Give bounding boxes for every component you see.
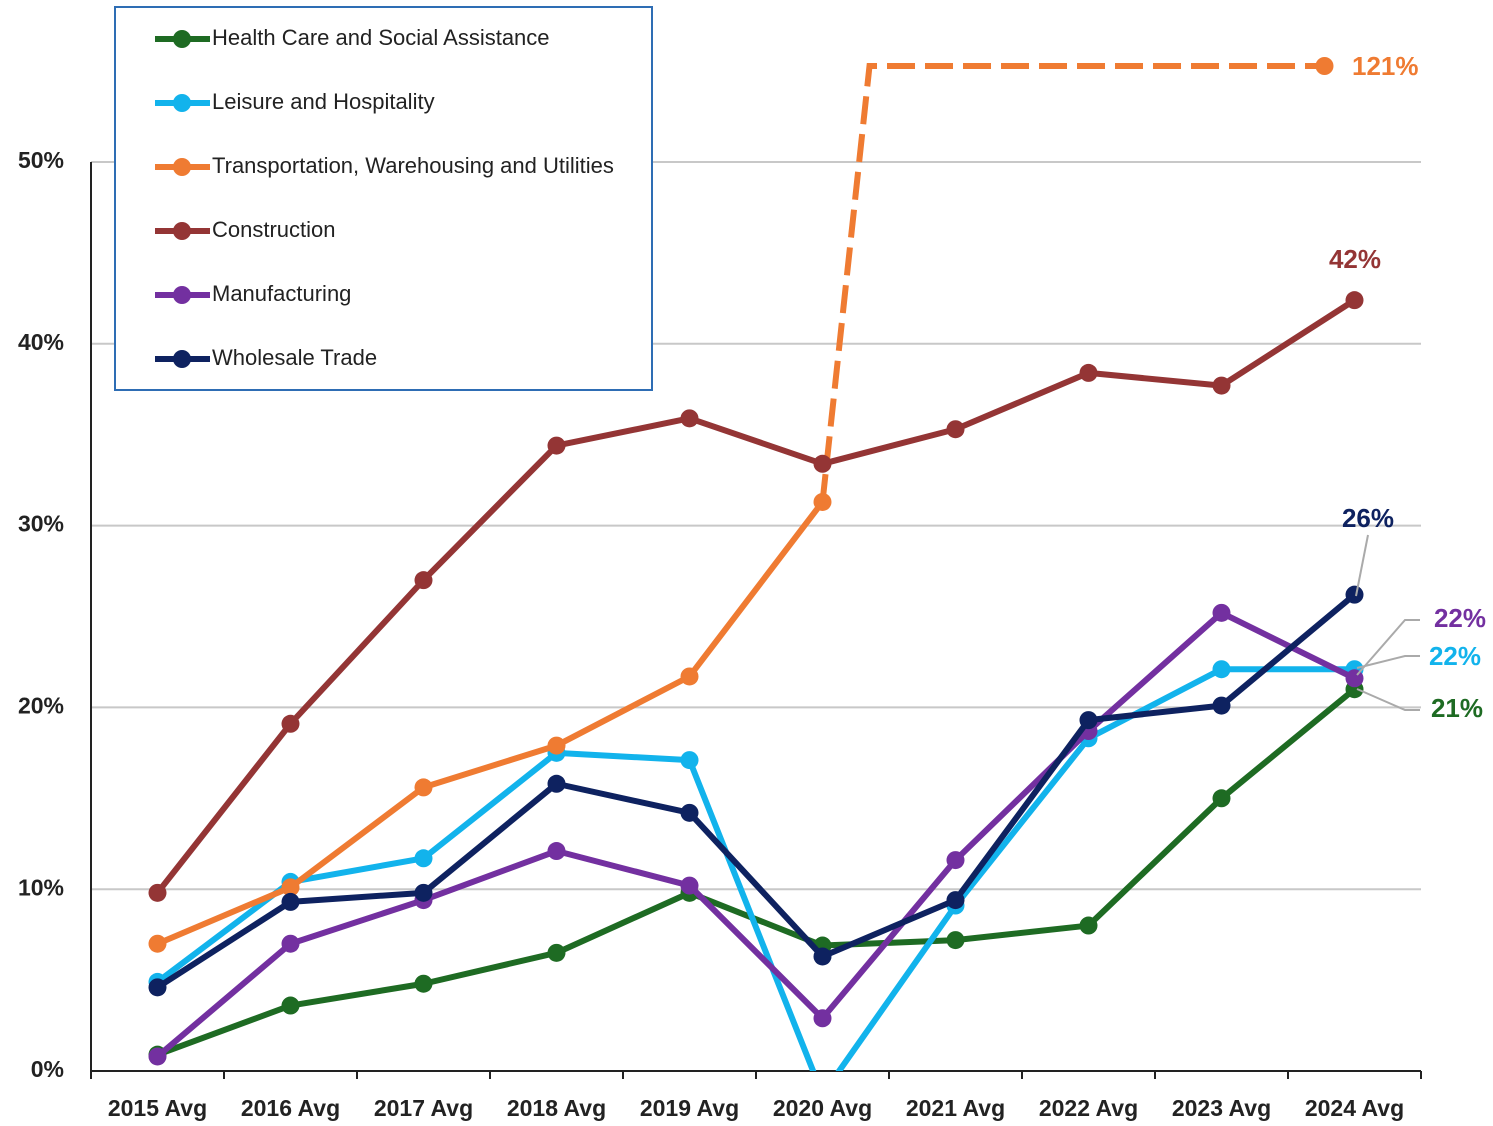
series-marker [281,878,300,897]
series-marker [148,1047,167,1066]
axes: 0% 10% 20% 30% 40% 50% 2015 Avg 2016 Avg 2017 Av… [18,147,1422,1121]
series-marker [547,943,566,962]
legend-marker [173,286,191,304]
value-label: 22% [1434,603,1486,633]
series-line [155,297,1357,895]
legend-label: Transportation, Warehousing and Utilitie… [212,153,614,178]
legend-marker [173,222,191,240]
x-tick-label: 2022 Avg [1039,1095,1138,1121]
series-marker [1212,696,1231,715]
series-marker [1212,376,1231,395]
series-marker [148,883,167,902]
legend-label: Leisure and Hospitality [212,89,435,114]
series-line [155,666,1355,1071]
value-label: 22% [1429,641,1481,671]
legend-marker [173,30,191,48]
legend-label: Health Care and Social Assistance [212,25,550,50]
series-marker [680,876,699,895]
series-marker [414,778,433,797]
series-marker [414,974,433,993]
value-label: 121% [1352,51,1419,81]
break-connector [819,63,1325,503]
y-tick-label: 50% [18,147,64,173]
x-tick-label: 2017 Avg [374,1095,473,1121]
x-tick-label: 2021 Avg [906,1095,1005,1121]
x-tick-label: 2020 Avg [773,1095,872,1121]
y-tick-label: 30% [18,511,64,537]
x-tick-label: 2015 Avg [108,1095,207,1121]
x-tick-label: 2023 Avg [1172,1095,1271,1121]
series-marker [813,454,832,473]
leader-line [1356,688,1420,711]
series-marker [148,978,167,997]
series-marker [1345,585,1364,604]
lines [148,57,1364,1071]
value-labels: 21% 22% 121% 42% 22% 26% [1329,51,1486,723]
y-tick-label: 0% [31,1056,64,1082]
series-marker [148,934,167,953]
series-marker [680,409,699,428]
series-marker [1212,603,1231,622]
series-marker [1345,291,1364,310]
legend-marker [173,94,191,112]
series-marker [1315,57,1334,75]
series-marker [1079,711,1098,730]
series-marker [281,714,300,733]
legend-box [114,6,653,391]
series-marker [414,849,433,868]
legend-label: Manufacturing [212,281,351,306]
series-marker [1212,789,1231,808]
x-tick-label: 2024 Avg [1305,1095,1404,1121]
series-marker [946,931,965,950]
series-marker [680,667,699,686]
series-marker [813,1009,832,1028]
x-tick-label: 2016 Avg [241,1095,340,1121]
series-marker [680,751,699,770]
legend-label: Wholesale Trade [212,345,377,370]
y-tick-label: 40% [18,329,64,355]
leader-line [1355,534,1369,597]
legend-marker [173,158,191,176]
series-marker [281,996,300,1015]
series-marker [547,842,566,861]
series-marker [1079,916,1098,935]
x-tick-label: 2019 Avg [640,1095,739,1121]
series-line [156,686,1357,1058]
y-tick-label: 20% [18,692,64,718]
legend-label: Construction [212,217,336,242]
series-marker [281,892,300,911]
series-marker [281,934,300,953]
value-label: 42% [1329,244,1381,274]
series-marker [414,571,433,590]
value-label: 21% [1431,693,1483,723]
series-marker [946,420,965,439]
series-marker [547,736,566,755]
series-line [155,609,1356,1059]
leader-line [1356,655,1420,669]
series-marker [414,883,433,902]
legend: Health Care and Social Assistance Leisure… [114,6,653,391]
series-marker [946,851,965,870]
series-line [156,500,825,947]
leader-line [1356,619,1420,676]
legend-marker [173,350,191,368]
series-marker [813,947,832,966]
series-marker [1212,660,1231,679]
value-label: 26% [1342,503,1394,533]
series-line [155,592,1357,990]
series-marker [547,436,566,455]
y-tick-label: 10% [18,874,64,900]
series-marker [1079,363,1098,382]
series-marker [680,803,699,822]
series-marker [946,891,965,910]
x-tick-label: 2018 Avg [507,1095,606,1121]
series-marker [547,774,566,793]
